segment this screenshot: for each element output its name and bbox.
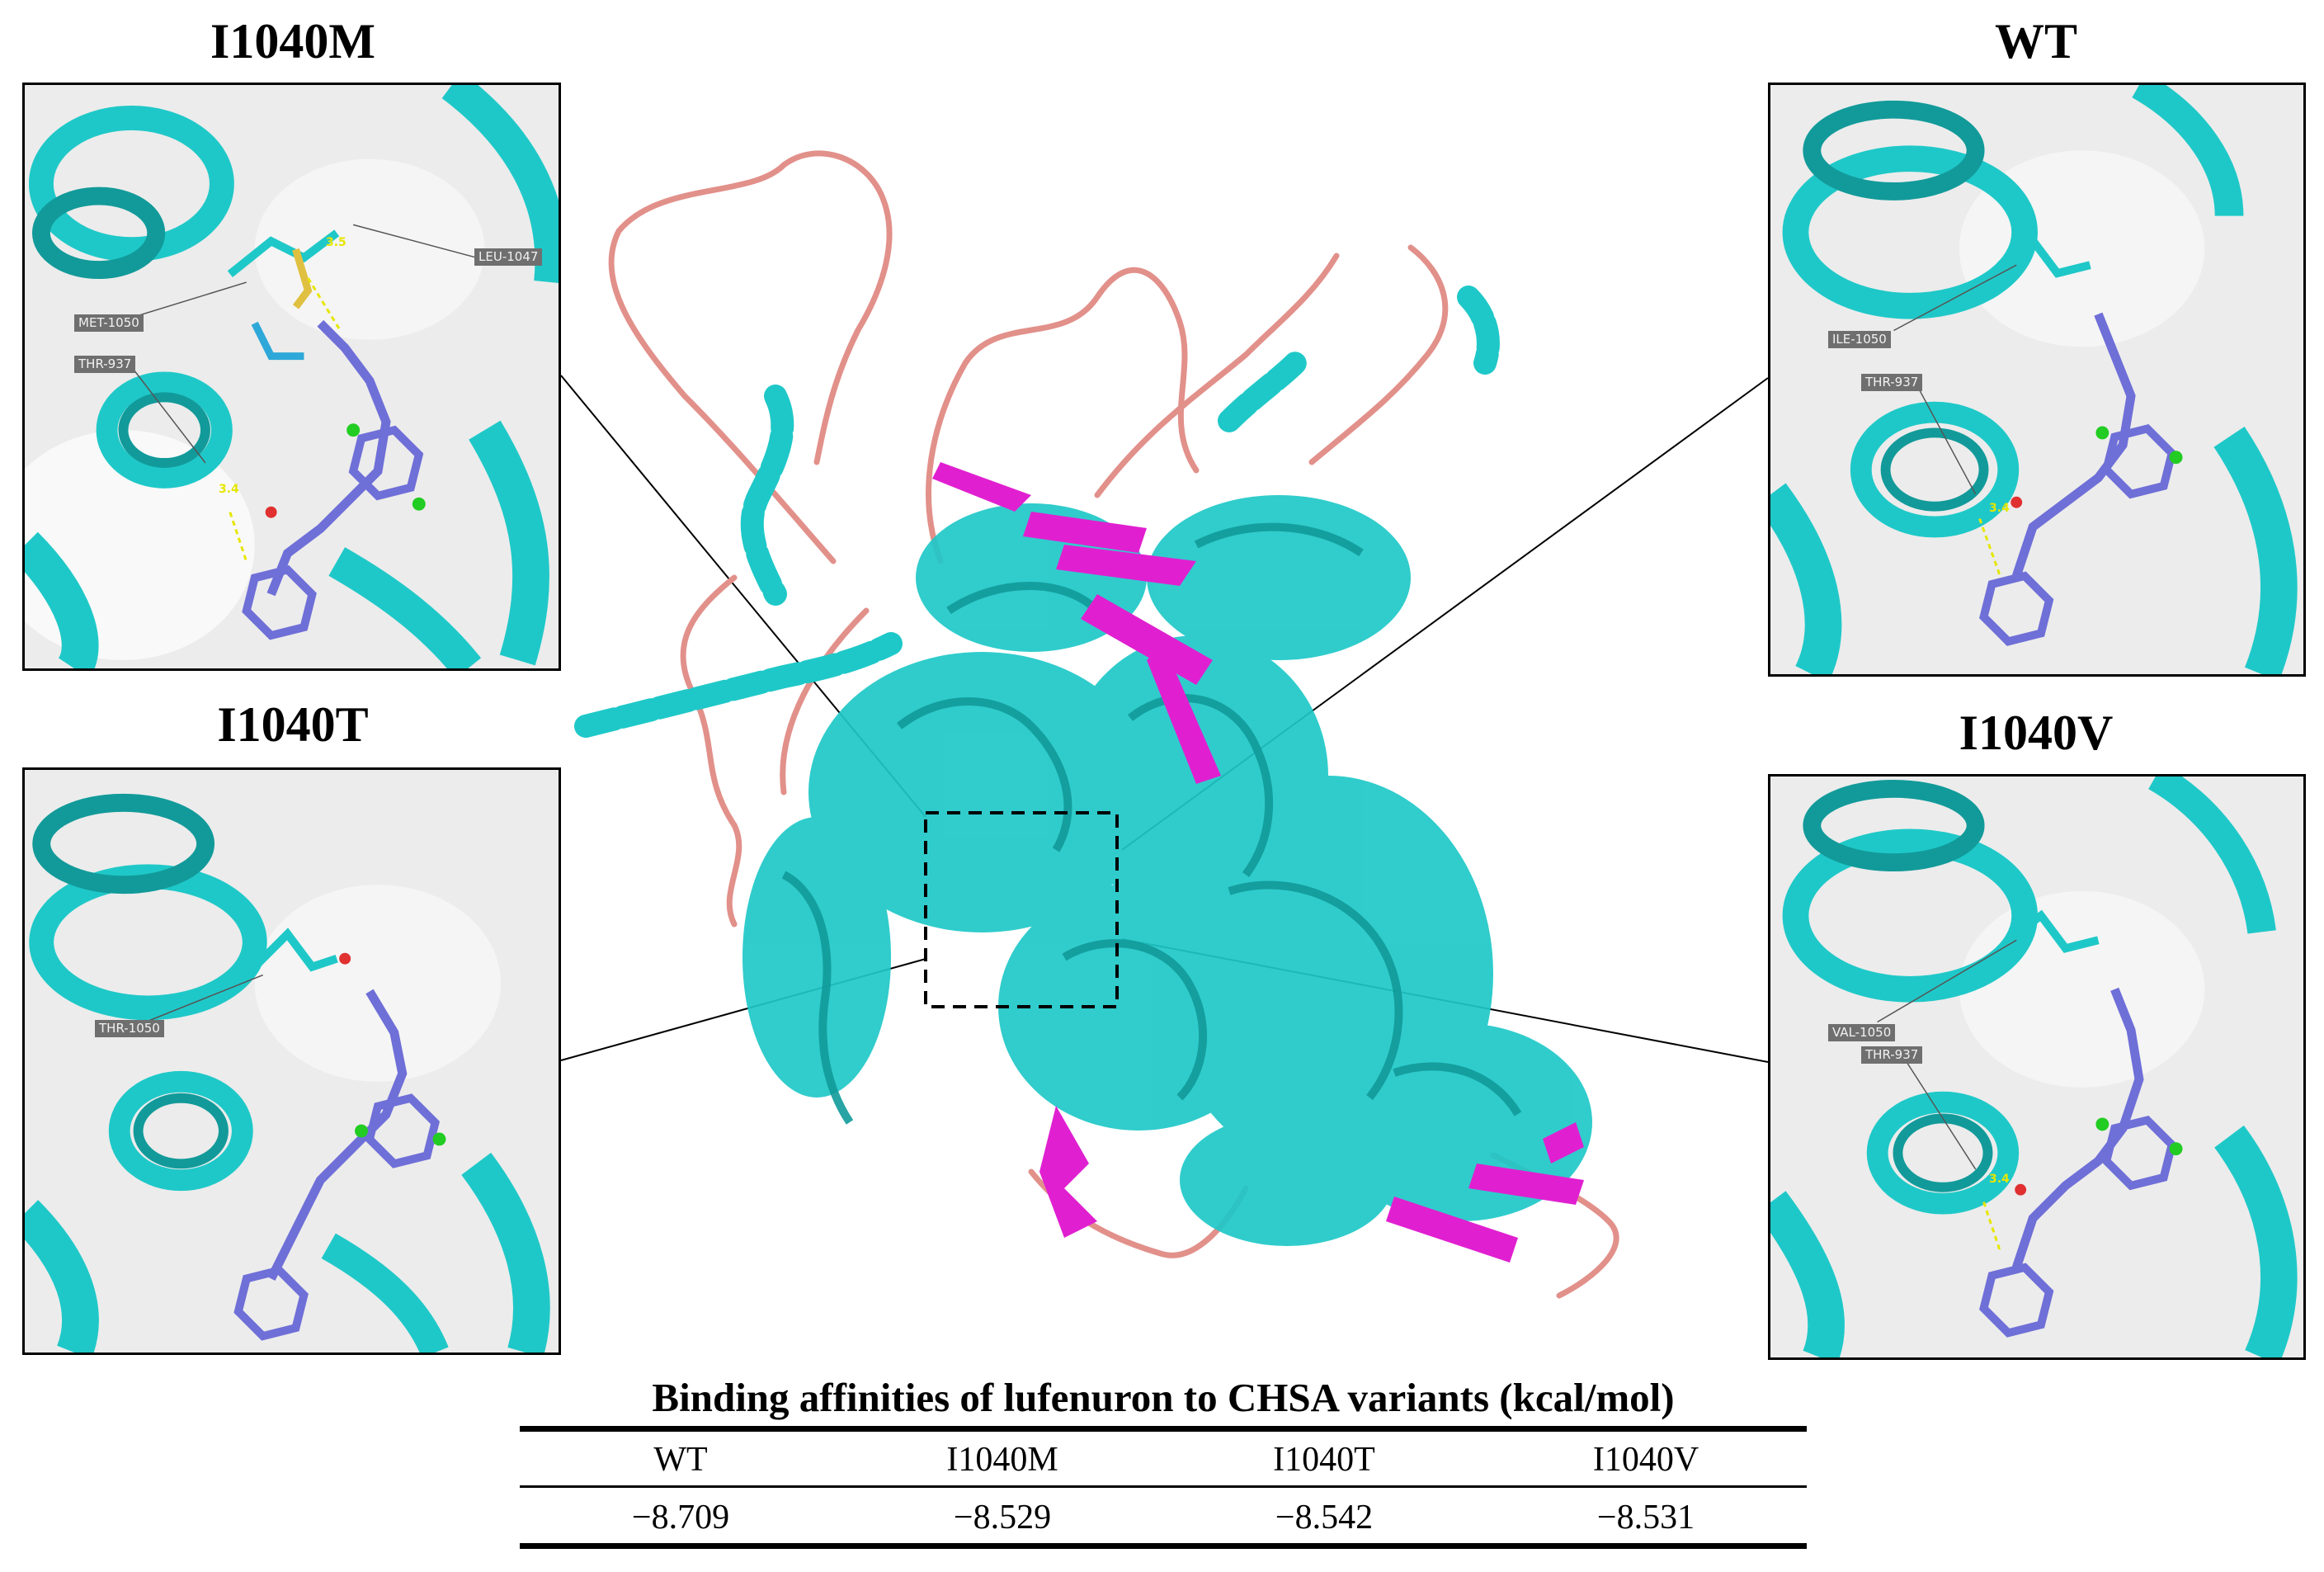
- protein-structure-image: [574, 150, 1619, 1299]
- binding-site-i1040v-image: [1770, 777, 2303, 1357]
- panel-title-i1040v: I1040V: [1959, 706, 2114, 760]
- table-mid-rule: [520, 1485, 1807, 1488]
- table-header-cell: I1040M: [946, 1441, 1058, 1479]
- table-bottom-rule: [520, 1543, 1807, 1549]
- panel-title-wt: WT: [1994, 14, 2078, 68]
- binding-site-i1040m-image: [25, 85, 559, 668]
- table-header-cell: I1040T: [1273, 1441, 1375, 1479]
- panel-title-i1040t: I1040T: [217, 697, 369, 752]
- table-top-rule: [520, 1426, 1807, 1432]
- table-value-cell: −8.709: [631, 1499, 730, 1537]
- panel-title-i1040m: I1040M: [210, 14, 375, 68]
- table-header-cell: I1040V: [1592, 1441, 1699, 1479]
- table-title: Binding affinities of lufenuron to CHSA …: [652, 1375, 1675, 1420]
- binding-site-wt-image: [1770, 85, 2303, 674]
- panel-i1040v: VAL-1050 THR-937 3.4: [1768, 774, 2306, 1360]
- distance-label: 3.4: [1989, 1173, 2010, 1186]
- residue-label-val-1050: VAL-1050: [1828, 1024, 1896, 1041]
- binding-site-i1040t-image: [25, 770, 559, 1352]
- distance-label: 3.4: [1989, 502, 2010, 515]
- residue-label-ile-1050: ILE-1050: [1828, 331, 1891, 348]
- distance-label: 3.5: [326, 236, 346, 249]
- panel-wt: ILE-1050 THR-937 3.4: [1768, 83, 2306, 677]
- table-header-cell: WT: [653, 1441, 708, 1479]
- panel-i1040t: THR-1050: [22, 767, 561, 1355]
- distance-label: 3.4: [219, 483, 239, 496]
- table-value-cell: −8.529: [953, 1499, 1052, 1537]
- residue-label-leu-1047: LEU-1047: [474, 248, 543, 266]
- panel-i1040m: LEU-1047 MET-1050 THR-937 3.5 3.4: [22, 83, 561, 671]
- residue-label-thr-937: THR-937: [1861, 1046, 1923, 1064]
- table-value-cell: −8.542: [1275, 1499, 1374, 1537]
- residue-label-thr-1050: THR-1050: [95, 1020, 164, 1037]
- residue-label-thr-937: THR-937: [1861, 374, 1923, 391]
- table-value-cell: −8.531: [1596, 1499, 1695, 1537]
- residue-label-thr-937: THR-937: [74, 356, 136, 373]
- residue-label-met-1050: MET-1050: [74, 314, 144, 332]
